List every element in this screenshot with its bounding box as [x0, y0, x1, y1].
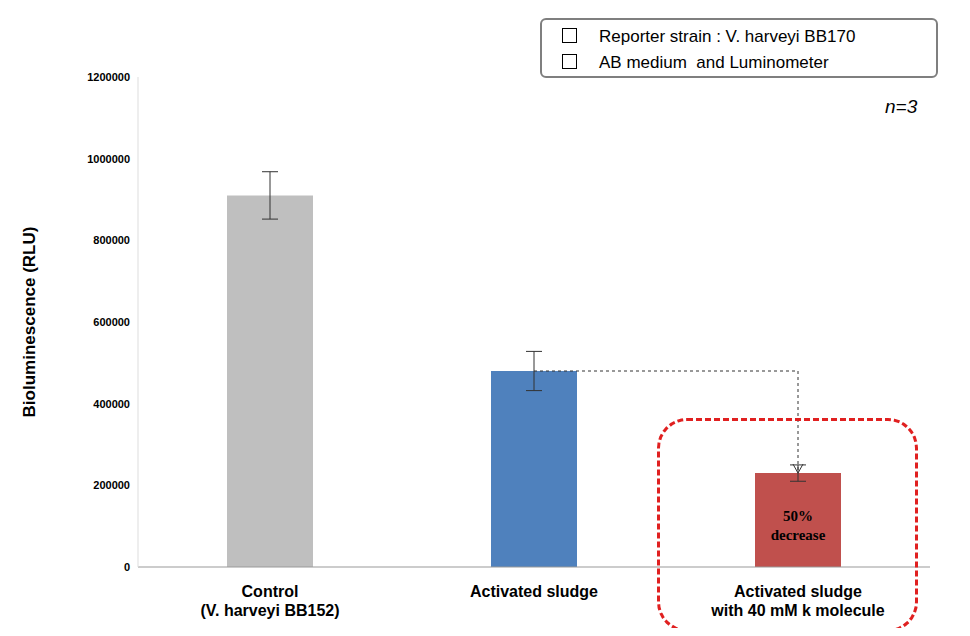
html-text:Reporter strain : V. harveyi B: Reporter strain : V. harveyi BB170	[599, 27, 856, 46]
html-text:AB medium and Luminometer: AB medium and Luminometer	[599, 53, 829, 72]
svg-text:50%decrease: 50%decrease	[771, 508, 826, 543]
svg-text:600000: 600000	[93, 316, 130, 328]
svg-text:1000000: 1000000	[87, 153, 130, 165]
html-text:Bioluminescence (RLU): Bioluminescence (RLU)	[20, 226, 39, 418]
svg-text:400000: 400000	[93, 398, 130, 410]
svg-text:Activated sludgewith 40 mM k m: Activated sludgewith 40 mM k molecule	[710, 583, 884, 619]
html-text:n=3: n=3	[885, 96, 918, 117]
svg-text:200000: 200000	[93, 479, 130, 491]
svg-text:Activated sludge: Activated sludge	[470, 583, 598, 600]
svg-text:0: 0	[124, 561, 130, 573]
svg-text:800000: 800000	[93, 234, 130, 246]
svg-text:1200000: 1200000	[87, 71, 130, 83]
svg-text:Control(V. harveyi BB152): Control(V. harveyi BB152)	[200, 583, 339, 619]
